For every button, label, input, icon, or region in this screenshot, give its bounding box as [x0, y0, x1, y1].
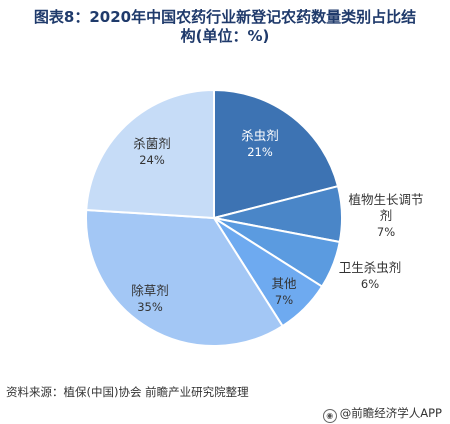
- slice-name-label: 其他: [271, 276, 297, 291]
- slice-name-label: 剂: [380, 208, 393, 223]
- wechat-icon: ◉: [322, 409, 337, 423]
- slice-name-label: 植物生长调节: [348, 192, 423, 207]
- slice-name-label: 杀菌剂: [133, 136, 171, 151]
- slice-value-label: 35%: [137, 300, 163, 314]
- slice-name-label: 除草剂: [131, 283, 169, 298]
- chart-title-line1: 图表8：2020年中国农药行业新登记农药数量类别占比结: [33, 8, 417, 26]
- pie-slice: [213, 88, 340, 220]
- pie-slice: [85, 88, 215, 220]
- slice-value-label: 21%: [247, 145, 273, 159]
- slice-label: 杀菌剂 24%: [133, 136, 171, 167]
- slice-label: 杀虫剂 21%: [241, 128, 279, 159]
- chart-title-line2: 构(单位：%): [180, 27, 270, 45]
- pie-slice: [85, 208, 284, 347]
- brand-text: @前瞻经济学人APP: [339, 406, 442, 420]
- slice-label: 卫生杀虫剂 6%: [339, 260, 402, 291]
- chart-title: 图表8：2020年中国农药行业新登记农药数量类别占比结 构(单位：%): [0, 8, 450, 46]
- slice-value-label: 7%: [377, 225, 395, 239]
- slice-label: 其他 7%: [271, 276, 297, 307]
- slice-value-label: 6%: [361, 277, 379, 291]
- slice-value-label: 7%: [275, 293, 293, 307]
- slice-label: 除草剂 35%: [131, 283, 169, 314]
- source-note: 资料来源：植保(中国)协会 前瞻产业研究院整理: [6, 385, 249, 399]
- brand-credit: ◉ @前瞻经济学人APP: [322, 405, 442, 423]
- slice-name-label: 卫生杀虫剂: [339, 260, 402, 275]
- slice-name-label: 杀虫剂: [241, 128, 279, 143]
- slice-value-label: 24%: [139, 153, 165, 167]
